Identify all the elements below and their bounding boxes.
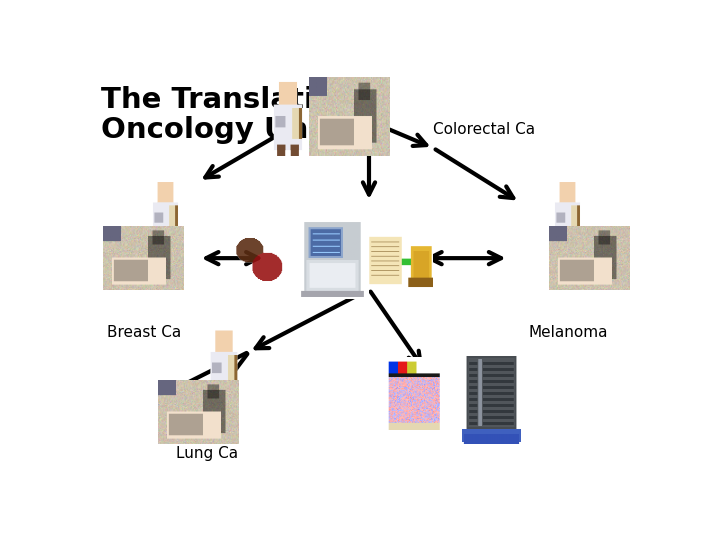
Text: The Translational
Oncology Unit: The Translational Oncology Unit (101, 85, 384, 144)
Text: Breast Ca: Breast Ca (107, 326, 181, 341)
Text: Lung Ca: Lung Ca (176, 446, 238, 461)
Text: Colorectal Ca: Colorectal Ca (433, 122, 535, 137)
Text: Melanoma: Melanoma (528, 326, 608, 341)
